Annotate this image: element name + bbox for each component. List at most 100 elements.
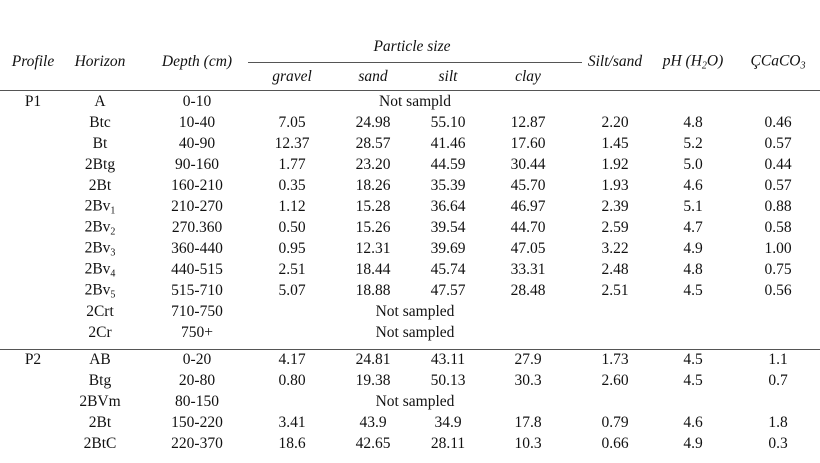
value-cell: 41.46 (431, 135, 466, 153)
value-cell: 45.74 (431, 261, 466, 279)
header-cell: Depth (cm) (162, 53, 232, 71)
value-cell: 2.51 (601, 282, 628, 300)
horizon-text: Btg (88, 372, 112, 389)
value-cell: 0.95 (278, 240, 305, 258)
header-cell-text: clay (515, 68, 541, 85)
value-cell: 4.6 (683, 177, 702, 195)
value-cell-text: 30.44 (510, 156, 546, 173)
value-cell: 30.3 (514, 372, 541, 390)
value-cell: 1.73 (601, 351, 628, 369)
horizon-cell: 2Bv3 (85, 240, 116, 259)
value-cell: 0.7 (768, 372, 787, 390)
depth-cell-text: 270.360 (171, 219, 223, 236)
horizon-cell: 2Crt (86, 303, 114, 321)
value-cell-text: 4.17 (278, 351, 306, 368)
value-cell: 0.50 (278, 219, 305, 237)
value-cell: 28.11 (431, 435, 465, 453)
value-cell: 0.35 (278, 177, 305, 195)
depth-cell-text: 210-270 (171, 198, 223, 215)
horizon-cell: A (94, 93, 105, 111)
horizon-cell: Btg (89, 372, 111, 390)
horizon-text: 2Bv (84, 218, 111, 236)
value-cell-text: 5.07 (278, 282, 306, 299)
value-cell: 23.20 (356, 156, 391, 174)
value-cell: 2.48 (601, 261, 628, 279)
depth-cell: 515-710 (171, 282, 223, 300)
horizon-text: 2Bt (88, 177, 112, 194)
value-cell-text: 4.5 (683, 282, 703, 299)
header-rule (248, 62, 582, 63)
value-cell-text: 35.39 (430, 177, 466, 194)
value-cell: 18.6 (278, 435, 305, 453)
value-cell-text: 1.12 (278, 198, 306, 215)
depth-cell: 220-370 (171, 435, 223, 453)
value-cell: 4.5 (683, 372, 702, 390)
value-cell: 4.7 (683, 219, 702, 237)
value-cell: 43.9 (359, 414, 386, 432)
value-cell: 5.1 (683, 198, 702, 216)
value-cell: 1.12 (278, 198, 305, 216)
value-cell-text: 2.48 (601, 261, 629, 278)
note-cell: Not sampled (376, 393, 455, 411)
value-cell-text: 0.66 (601, 435, 629, 452)
value-cell-text: 1.00 (764, 240, 792, 257)
value-cell-text: 0.35 (278, 177, 306, 194)
profile-cell: P1 (25, 93, 41, 111)
value-cell-text: 1.8 (768, 414, 788, 431)
depth-cell-text: 440-515 (171, 261, 223, 278)
horizon-cell: 2BVm (79, 393, 120, 411)
value-cell-text: 0.58 (764, 219, 792, 236)
value-cell: 0.75 (764, 261, 791, 279)
header-cell-text: Particle size (373, 38, 451, 55)
value-cell: 1.1 (768, 351, 787, 369)
value-cell-text: 19.38 (355, 372, 391, 389)
value-cell: 44.70 (511, 219, 546, 237)
header-cell-text: sand (358, 68, 388, 85)
value-cell: 24.81 (356, 351, 391, 369)
value-cell-text: 33.31 (510, 261, 546, 278)
value-cell-text: 41.46 (430, 135, 466, 152)
value-cell: 3.41 (278, 414, 305, 432)
horizon-text: Btc (89, 114, 111, 131)
depth-cell: 150-220 (171, 414, 223, 432)
header-cell: clay (515, 68, 541, 86)
profile-cell: P2 (25, 351, 41, 369)
value-cell: 5.0 (683, 156, 702, 174)
horizon-sub: 1 (110, 205, 116, 217)
value-cell-text: 0.57 (764, 177, 792, 194)
value-cell: 42.65 (356, 435, 391, 453)
horizon-cell: 2BtC (84, 435, 117, 453)
depth-cell: 160-210 (171, 177, 223, 195)
depth-cell-text: 220-370 (171, 435, 223, 452)
value-cell-text: 0.80 (278, 372, 306, 389)
value-cell-text: 2.51 (601, 282, 629, 299)
value-cell: 45.70 (511, 177, 546, 195)
horizon-cell: Btc (89, 114, 111, 132)
horizon-text: 2Bt (88, 414, 112, 431)
horizon-sub: 4 (110, 268, 116, 280)
header-cell-text: Horizon (74, 53, 126, 70)
depth-cell: 210-270 (171, 198, 223, 216)
value-cell: 55.10 (431, 114, 466, 132)
value-cell: 4.8 (683, 114, 702, 132)
value-cell: 15.28 (356, 198, 391, 216)
value-cell: 0.57 (764, 177, 791, 195)
depth-cell: 0-20 (183, 351, 211, 369)
value-cell-text: 4.8 (683, 261, 703, 278)
value-cell: 28.57 (356, 135, 391, 153)
value-cell: 33.31 (511, 261, 546, 279)
profile-cell-text: P1 (24, 93, 42, 110)
header-cell-text: silt (438, 68, 458, 85)
depth-cell: 80-150 (175, 393, 219, 411)
horizon-cell: 2Cr (88, 324, 111, 342)
value-cell: 47.57 (431, 282, 466, 300)
value-cell: 30.44 (511, 156, 546, 174)
value-cell-text: 28.11 (430, 435, 466, 452)
value-cell: 28.48 (511, 282, 546, 300)
value-cell-text: 0.44 (764, 156, 792, 173)
value-cell: 3.22 (601, 240, 628, 258)
value-cell: 1.00 (764, 240, 791, 258)
value-cell: 4.6 (683, 414, 702, 432)
horizon-cell: AB (89, 351, 111, 369)
value-cell: 4.8 (683, 261, 702, 279)
